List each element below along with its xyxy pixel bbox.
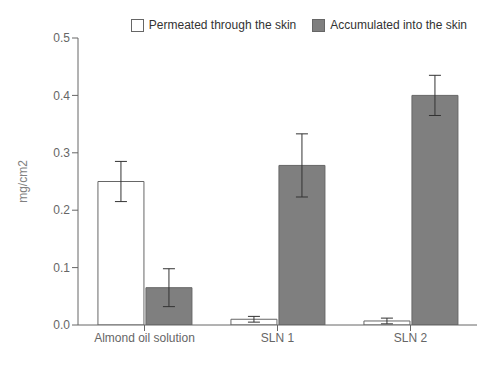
svg-text:mg/cm2: mg/cm2 — [16, 160, 30, 203]
html-text:Permeated through the skin: Permeated through the skin — [148, 18, 297, 32]
svg-text:0.5: 0.5 — [53, 31, 70, 45]
svg-text:0.0: 0.0 — [53, 318, 70, 332]
svg-text:SLN 1: SLN 1 — [261, 331, 295, 345]
html-text:Accumulated into the skin: Accumulated into the skin — [330, 18, 467, 32]
svg-text:SLN 2: SLN 2 — [394, 331, 428, 345]
svg-text:0.3: 0.3 — [53, 146, 70, 160]
svg-text:0.4: 0.4 — [53, 89, 70, 103]
svg-text:Almond oil solution: Almond oil solution — [94, 331, 195, 345]
svg-text:0.2: 0.2 — [53, 203, 70, 217]
svg-text:0.1: 0.1 — [53, 261, 70, 275]
